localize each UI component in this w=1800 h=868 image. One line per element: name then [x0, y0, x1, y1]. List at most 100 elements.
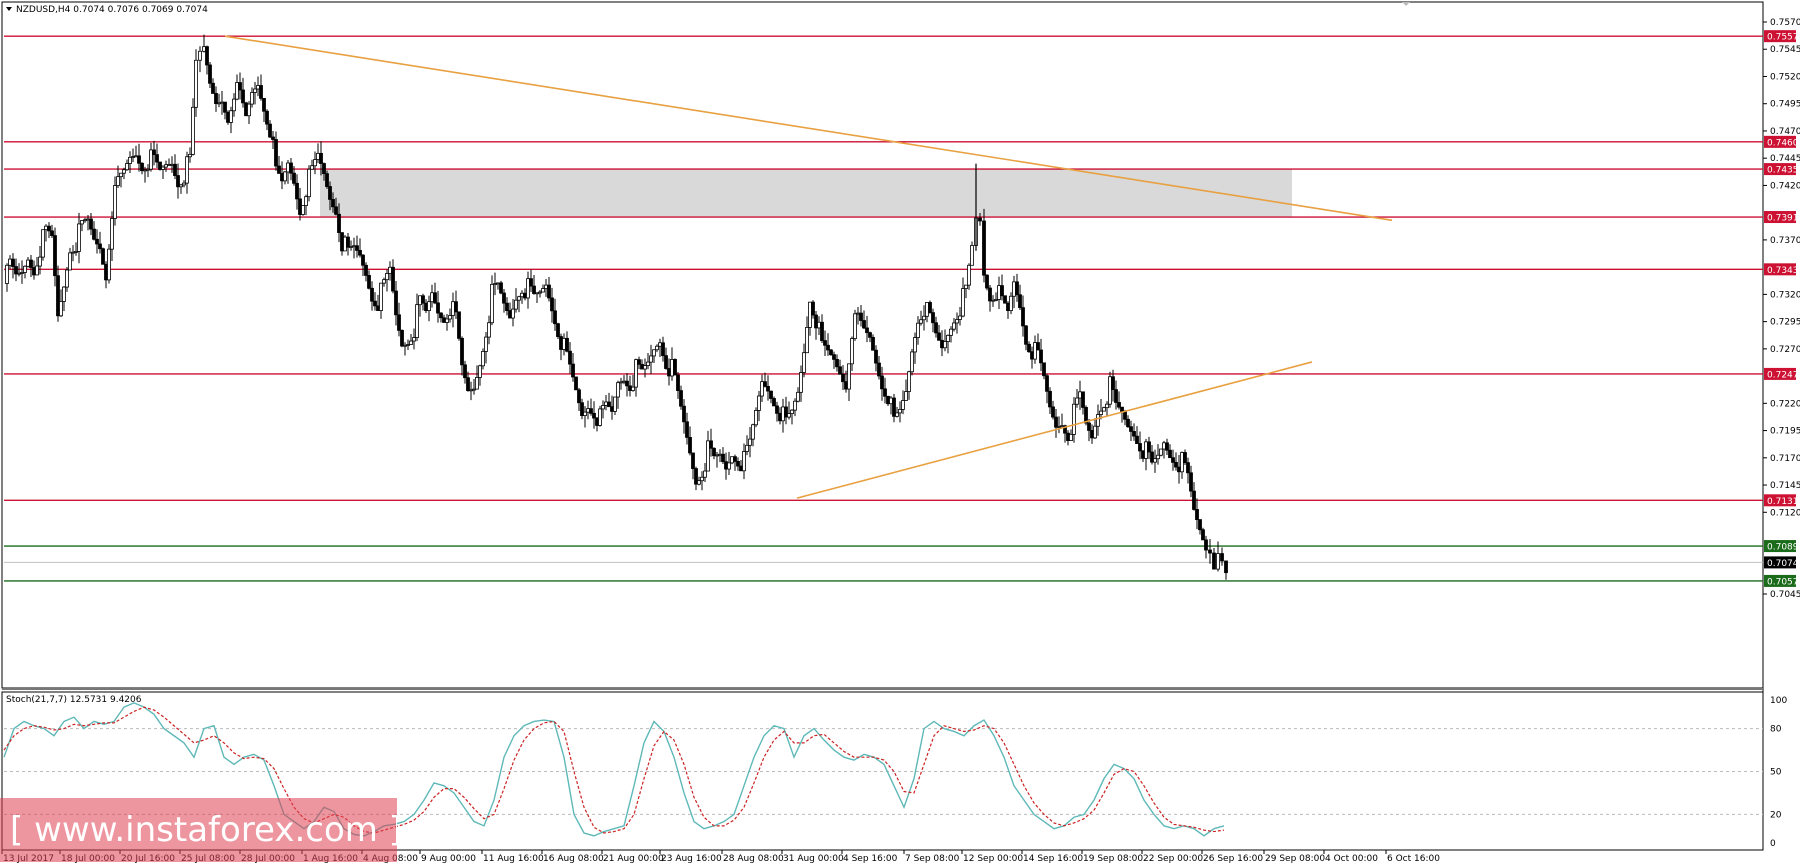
candle-body	[62, 286, 66, 302]
candle-body	[334, 206, 338, 215]
candle-body	[742, 451, 746, 472]
candle-body	[1036, 342, 1040, 351]
y-tick-label: 0.7195	[1770, 427, 1800, 437]
scroll-marker-icon[interactable]	[1402, 2, 1410, 6]
candle-body	[1111, 376, 1115, 391]
x-tick-label: 4 Oct 00:00	[1325, 854, 1378, 864]
x-tick-label: 12 Sep 00:00	[963, 854, 1023, 864]
candle-body	[1198, 519, 1202, 531]
candle-body	[1072, 403, 1076, 435]
candle-body	[631, 386, 635, 391]
candle-body	[583, 411, 587, 416]
descending-trendline	[224, 35, 1393, 222]
candle-body	[340, 232, 344, 252]
candle-body	[661, 342, 665, 357]
candle-body	[694, 468, 698, 485]
candle-body	[754, 409, 758, 426]
level-badge-text: 0.7343	[1767, 266, 1799, 276]
candle-body	[850, 338, 854, 365]
candle-body	[523, 292, 527, 299]
candle-body	[781, 406, 785, 422]
candle-body	[298, 198, 302, 215]
dropdown-triangle-icon[interactable]	[6, 7, 12, 11]
candle-body	[1186, 462, 1190, 474]
candle-body	[559, 336, 563, 350]
candle-body	[808, 301, 812, 328]
candle-body	[778, 412, 782, 422]
x-tick-label: 26 Sep 16:00	[1203, 854, 1263, 864]
candle-body	[841, 373, 845, 383]
candle-body	[847, 363, 851, 390]
candle-body	[226, 111, 230, 123]
candle-body	[871, 336, 875, 351]
candle-body	[143, 169, 147, 172]
candle-body	[655, 345, 659, 351]
level-badge-0.7247	[1764, 367, 1796, 380]
candle-body	[565, 337, 569, 352]
stoch-y-tick-label: 20	[1770, 810, 1782, 820]
candle-body	[1102, 407, 1106, 412]
level-badge-0.7057	[1764, 574, 1796, 587]
level-badge-text: 0.7391	[1767, 214, 1799, 224]
candle-body	[640, 363, 644, 370]
candle-body	[80, 220, 84, 225]
candle-body	[721, 453, 725, 463]
candle-body	[1060, 425, 1064, 428]
y-tick-label: 0.7420	[1770, 181, 1800, 191]
candle-body	[952, 322, 956, 330]
candle-body	[433, 292, 437, 304]
candle-body	[158, 161, 162, 170]
candle-body	[1063, 425, 1067, 434]
candle-body	[469, 389, 473, 392]
candle-body	[790, 409, 794, 415]
candle-body	[1135, 435, 1139, 444]
candle-body	[1162, 442, 1166, 450]
candle-body	[706, 440, 710, 472]
candle-body	[415, 304, 419, 338]
candle-body	[763, 381, 767, 387]
level-badge-text: 0.7089	[1767, 543, 1799, 553]
candle-body	[1220, 553, 1224, 562]
candle-body	[904, 391, 908, 401]
candle-body	[421, 295, 425, 304]
y-tick-label: 0.7445	[1770, 154, 1800, 164]
candle-body	[709, 440, 713, 449]
oscillator-header: Stoch(21,7,7) 12.5731 9.4206	[6, 695, 142, 705]
candle-body	[116, 176, 120, 186]
candle-body	[104, 263, 108, 281]
candle-body	[517, 296, 521, 301]
candle-body	[445, 318, 449, 323]
symbol-header: NZDUSD,H4 0.7074 0.7076 0.7069 0.7074	[16, 5, 208, 15]
candle-body	[829, 349, 833, 356]
candle-body	[295, 182, 299, 200]
candle-body	[364, 264, 368, 276]
candle-body	[223, 101, 227, 113]
stoch-d-line	[3, 706, 1225, 834]
candle-body	[832, 354, 836, 360]
level-badge-0.7557	[1764, 30, 1796, 43]
candle-body	[409, 340, 413, 345]
main-chart-frame	[1, 1, 1764, 689]
level-badge-0.7435	[1764, 163, 1796, 176]
candle-body	[688, 436, 692, 454]
candle-body	[571, 363, 575, 378]
candle-body	[247, 103, 251, 117]
candle-body	[250, 92, 254, 105]
candle-body	[460, 337, 464, 366]
candle-body	[1078, 391, 1082, 399]
level-badge-0.7131	[1764, 494, 1796, 507]
candle-body	[532, 285, 536, 294]
candle-body	[529, 278, 533, 287]
candle-body	[1208, 549, 1212, 554]
candle-body	[355, 245, 359, 251]
candle-body	[817, 321, 821, 329]
candle-body	[766, 385, 770, 392]
candle-body	[65, 269, 69, 288]
candle-body	[367, 275, 371, 289]
candle-body	[140, 162, 144, 172]
candle-body	[370, 287, 374, 302]
stoch-y-tick-label: 80	[1770, 725, 1782, 735]
candle-body	[1018, 294, 1022, 309]
x-tick-label: 31 Aug 00:00	[783, 854, 844, 864]
candle-body	[799, 372, 803, 393]
